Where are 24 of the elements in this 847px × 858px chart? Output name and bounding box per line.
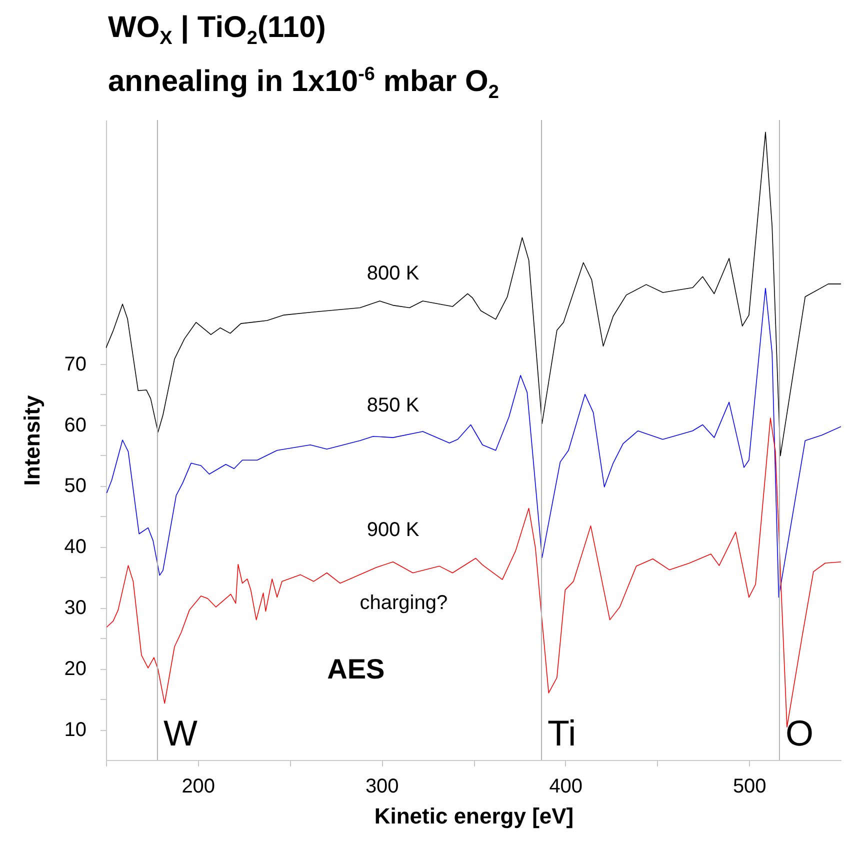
y-tick-label: 10 [64, 719, 86, 742]
ref-line-label: O [785, 712, 814, 754]
ref-line-label: W [163, 712, 198, 754]
chart-subtitle: annealing in 1x10$^{-6}$ mbar O$_{2}$ [108, 63, 499, 105]
y-axis-title: Intensity [19, 394, 44, 486]
chart-title: WO$_{X}$ | TiO$_{2}$(110) [108, 10, 327, 51]
x-tick-label: 300 [365, 776, 399, 798]
x-tick-label: 200 [182, 776, 216, 798]
ref-line-label: Ti [547, 712, 576, 754]
y-tick-label: 30 [64, 597, 86, 620]
series-label: 900 K [366, 518, 420, 541]
x-tick-label: 500 [732, 776, 766, 798]
y-tick-label: 70 [64, 353, 86, 376]
y-tick-label: 50 [64, 475, 86, 498]
x-axis-title: Kinetic energy [eV] [374, 804, 574, 828]
annotation: charging? [360, 592, 448, 614]
x-tick-label: 400 [549, 776, 583, 798]
series-label: 800 K [366, 262, 420, 284]
series-label: 850 K [366, 394, 420, 417]
annotation: AES [327, 653, 385, 684]
y-tick-label: 40 [64, 536, 86, 558]
line-series [106, 132, 841, 456]
y-tick-label: 60 [64, 414, 86, 436]
y-tick-label: 20 [64, 658, 86, 680]
